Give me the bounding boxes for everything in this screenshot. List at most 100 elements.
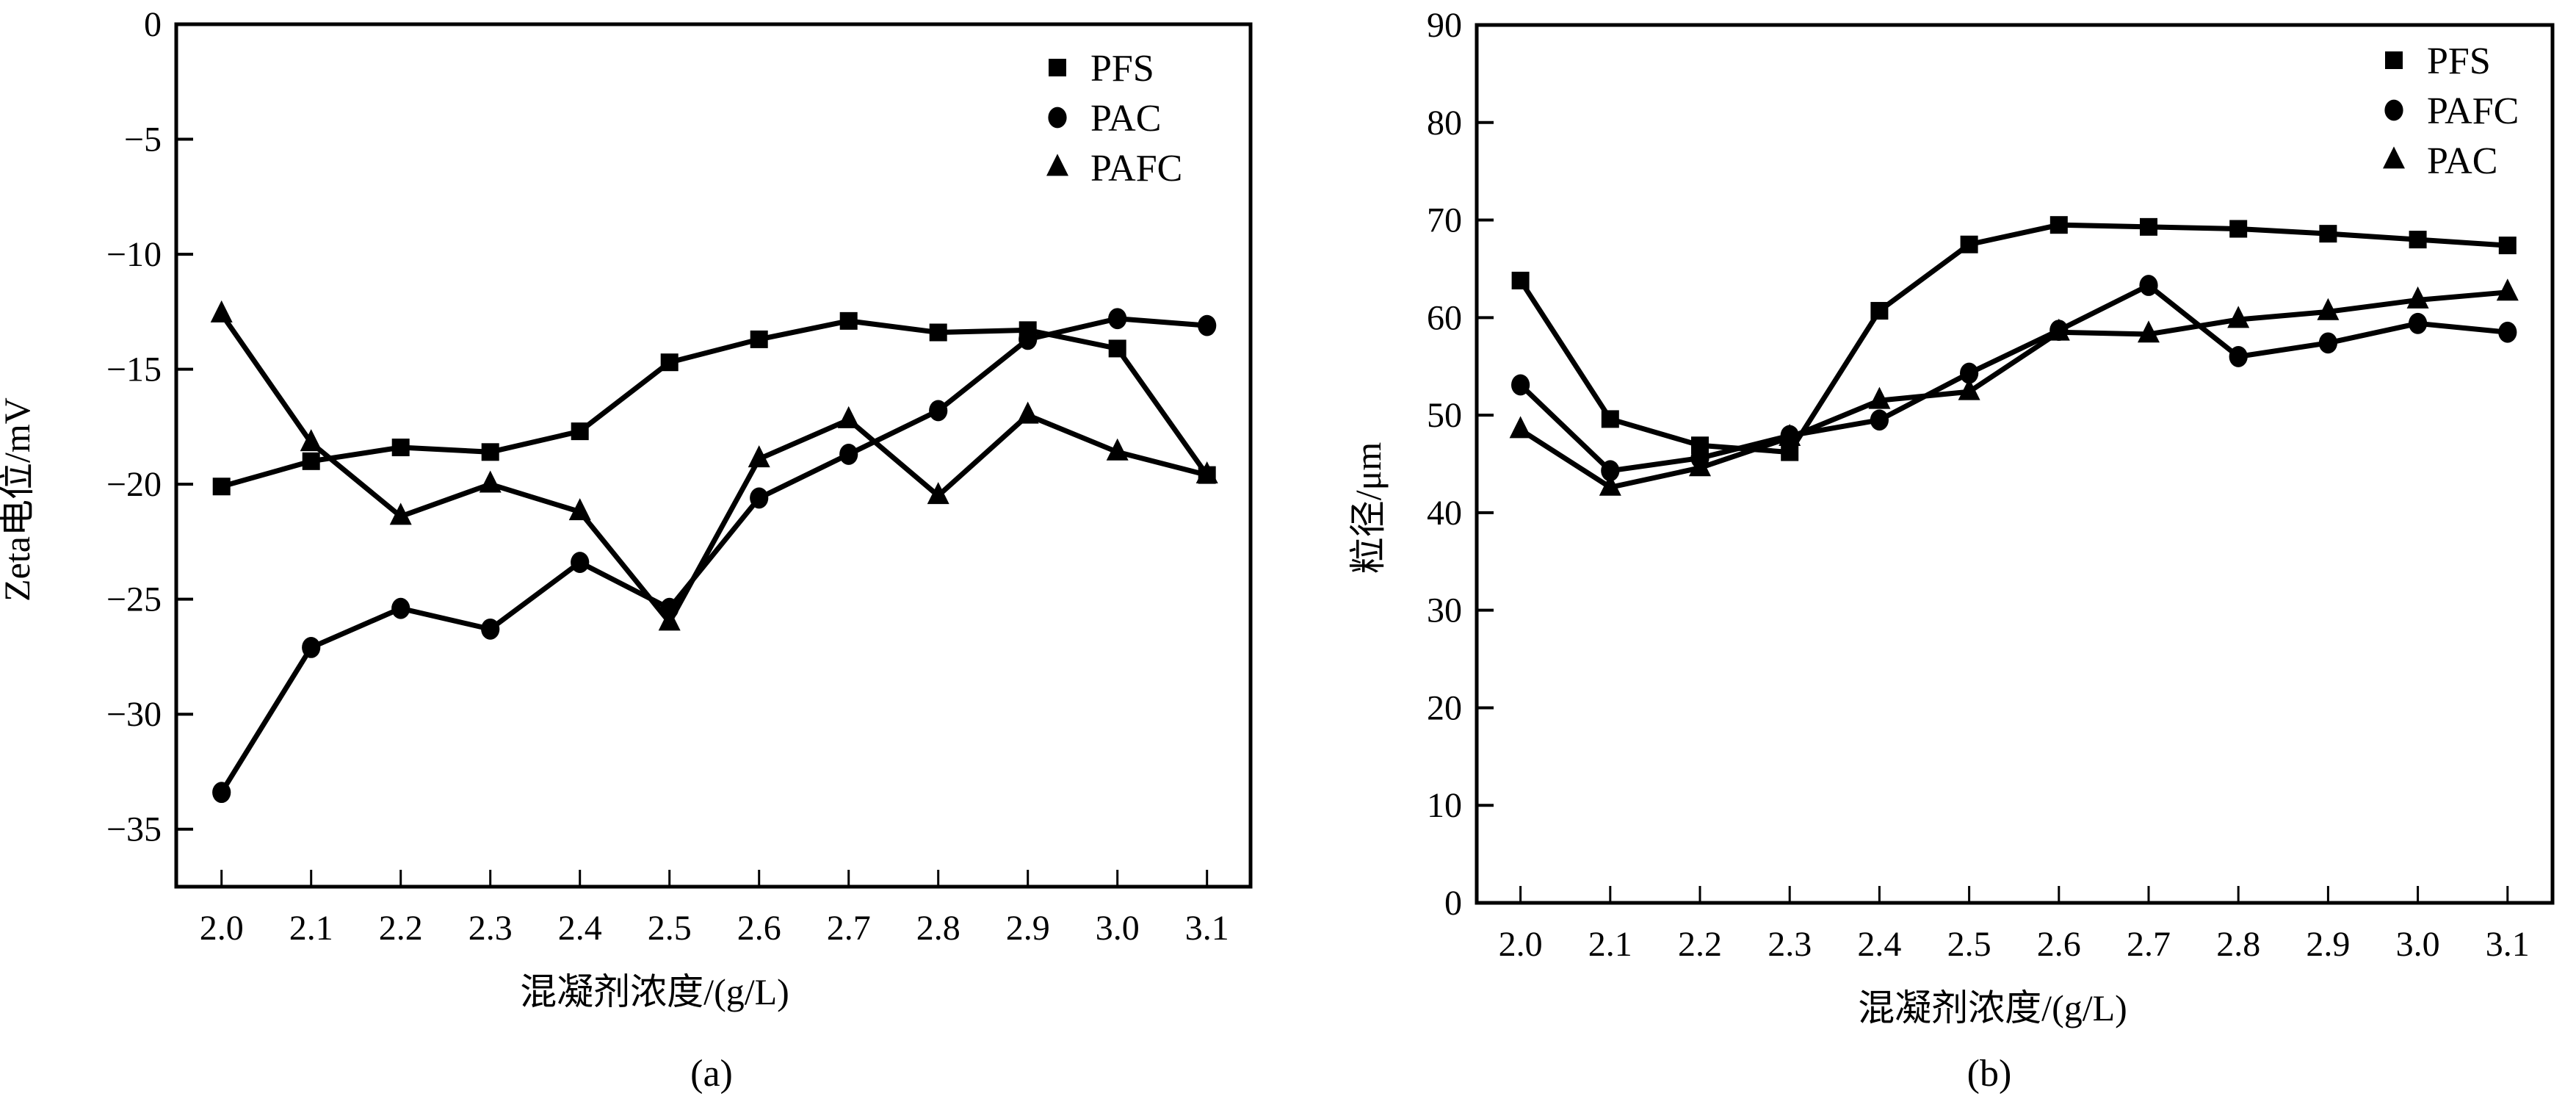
x-tick-label-a: 2.0 [200, 909, 244, 948]
x-tick-label-b: 2.9 [2306, 925, 2350, 964]
data-point-a-pfs [302, 452, 320, 470]
data-point-a-pfs [660, 353, 679, 372]
y-tick-label-a: −10 [106, 235, 162, 274]
x-tick-label-b: 2.3 [1768, 925, 1812, 964]
legend-label-b-pafc: PAFC [2427, 90, 2519, 132]
data-point-a-pac [302, 637, 321, 658]
data-point-a-pfs [839, 311, 858, 330]
caption-b: (b) [1967, 1053, 2012, 1095]
data-point-b-pfs [2140, 217, 2157, 236]
data-point-b-pac [2406, 286, 2429, 309]
x-tick-label-a: 2.1 [289, 909, 333, 948]
x-tick-label-b: 2.2 [1678, 925, 1722, 964]
series-line-b-pfs [1518, 222, 2508, 455]
legend-label-a-pafc: PAFC [1090, 148, 1182, 190]
data-point-a-pac [481, 618, 500, 640]
x-tick-label-b: 2.4 [1857, 925, 1901, 964]
data-point-a-pac [571, 552, 590, 573]
x-tick-label-b: 3.1 [2486, 925, 2530, 964]
x-tick-label-a: 2.9 [1006, 909, 1050, 948]
x-tick-label-b: 2.6 [2037, 925, 2081, 964]
y-tick-label-a: −35 [106, 810, 162, 849]
data-point-b-pfs [2049, 216, 2068, 234]
data-point-b-pfs [2498, 237, 2517, 255]
x-tick-label-a: 2.2 [379, 909, 423, 948]
data-point-a-pafc [748, 445, 770, 468]
data-point-b-pafc [2229, 346, 2248, 367]
x-axis-title-a: 混凝剂浓度/(g/L) [520, 971, 789, 1012]
x-tick-label-a: 3.0 [1096, 909, 1140, 948]
data-point-a-pfs [481, 443, 499, 461]
x-tick-label-b: 2.7 [2127, 925, 2171, 964]
y-tick-label-b: 20 [1427, 688, 1462, 727]
data-point-b-pfs [1870, 302, 1889, 320]
y-tick-label-a: −5 [124, 120, 162, 159]
x-tick-label-b: 3.0 [2396, 925, 2440, 964]
x-tick-label-a: 2.6 [737, 909, 781, 948]
series-line-a-pafc [219, 312, 1208, 627]
x-tick-label-b: 2.0 [1499, 925, 1543, 964]
y-tick-label-b: 60 [1427, 298, 1462, 337]
y-tick-label-b: 90 [1427, 6, 1462, 45]
data-point-a-pac [391, 597, 410, 619]
data-point-b-pafc [1511, 374, 1530, 396]
data-point-a-pac [1108, 308, 1127, 330]
y-axis-title-b: 粒径/μm [1347, 442, 1389, 574]
data-point-a-pafc [210, 300, 233, 323]
data-point-b-pac [1779, 424, 1801, 447]
data-point-b-pafc [2498, 321, 2517, 343]
legend-marker-a-pfs [1049, 59, 1066, 76]
data-point-b-pafc [1601, 460, 1620, 482]
data-point-b-pac [1868, 386, 1891, 409]
data-point-b-pafc [2318, 332, 2337, 354]
data-point-b-pfs [1781, 443, 1799, 461]
data-point-b-pafc [2139, 275, 2158, 296]
data-point-a-pafc [479, 470, 502, 493]
data-point-a-pafc [389, 502, 412, 525]
panel-b-particle-size: 0 10 20 30 40 50 60 70 80 90 2.0 2.1 2.2 2.3 2.4 2.5 2.6… [1347, 6, 2555, 1028]
data-point-b-pac [2496, 278, 2519, 301]
series-line-b-pafc [1519, 282, 2508, 474]
data-point-a-pfs [750, 330, 768, 348]
x-tick-label-a: 2.8 [916, 909, 960, 948]
y-tick-label-b: 10 [1427, 786, 1462, 825]
y-tick-label-b: 80 [1427, 104, 1462, 143]
data-point-b-pac [1599, 473, 1621, 496]
x-tick-label-a: 2.4 [558, 909, 602, 948]
data-point-b-pac [2138, 320, 2160, 343]
data-point-b-pafc [2409, 312, 2428, 334]
data-point-a-pac [1019, 328, 1038, 350]
legend-marker-b-pac [2383, 146, 2405, 169]
data-point-a-pfs [571, 422, 589, 441]
x-tick-label-a: 2.7 [827, 909, 871, 948]
y-axis-title-a: Zeta电位/mV [0, 397, 37, 602]
x-axis-title-b: 混凝剂浓度/(g/L) [1858, 987, 2127, 1028]
data-point-a-pac [750, 487, 769, 509]
x-tick-label-a: 2.3 [468, 909, 513, 948]
legend-marker-b-pafc [2384, 99, 2403, 121]
plot-frame-b [1475, 23, 2555, 905]
data-point-b-pfs [1960, 235, 1978, 253]
series-line-a-pfs [220, 318, 1209, 489]
data-point-a-pfs [1108, 339, 1126, 358]
legend-marker-a-pafc [1046, 154, 1068, 176]
data-point-a-pafc [1016, 401, 1039, 424]
series-line-b-pac [1519, 289, 2508, 491]
data-point-b-pfs [2229, 220, 2248, 238]
data-point-a-pafc [568, 498, 591, 521]
caption-a: (a) [690, 1053, 733, 1095]
data-point-b-pac [2317, 298, 2340, 320]
y-tick-label-a: −20 [106, 465, 162, 504]
legend-label-a-pac: PAC [1090, 98, 1161, 140]
data-point-a-pafc [300, 429, 322, 452]
x-tick-label-b: 2.1 [1588, 925, 1632, 964]
panel-a-zeta-potential: 0 −5 −10 −15 −20 −25 −30 −35 2.0 2.1 2.2 2.3 2.4 2.5 2… [0, 5, 1253, 1012]
y-tick-label-b: 40 [1427, 494, 1462, 533]
y-tick-label-b: 70 [1427, 201, 1462, 240]
series-line-a-pac [219, 316, 1207, 794]
data-point-b-pfs [2409, 231, 2427, 249]
legend-marker-b-pfs [2385, 51, 2403, 69]
y-tick-label-a: −15 [106, 350, 162, 389]
data-point-a-pafc [837, 406, 860, 428]
